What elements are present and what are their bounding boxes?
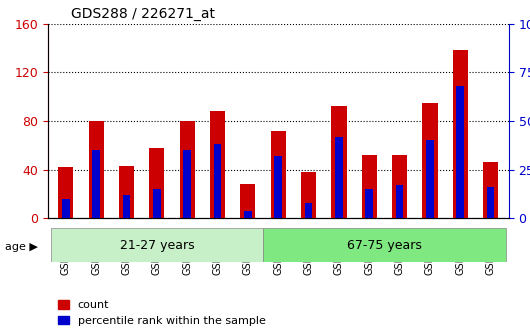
Bar — [426, 140, 434, 218]
Bar — [123, 195, 130, 218]
Bar — [214, 144, 222, 218]
Bar — [240, 184, 255, 218]
Bar — [483, 162, 498, 218]
Bar — [153, 189, 161, 218]
FancyBboxPatch shape — [51, 228, 263, 262]
Bar — [210, 111, 225, 218]
Bar — [149, 148, 164, 218]
Bar — [453, 50, 468, 218]
Bar — [335, 136, 343, 218]
Text: 67-75 years: 67-75 years — [347, 239, 422, 252]
Bar — [396, 185, 403, 218]
Bar — [62, 199, 69, 218]
Bar — [331, 106, 347, 218]
Bar — [180, 121, 195, 218]
Bar — [92, 150, 100, 218]
FancyBboxPatch shape — [263, 228, 506, 262]
Bar — [89, 121, 104, 218]
Bar — [183, 150, 191, 218]
Text: GDS288 / 226271_at: GDS288 / 226271_at — [70, 7, 215, 21]
Bar — [271, 131, 286, 218]
Text: age ▶: age ▶ — [5, 242, 38, 252]
Bar — [366, 189, 373, 218]
Text: 21-27 years: 21-27 years — [120, 239, 194, 252]
Bar — [422, 103, 437, 218]
Bar — [244, 211, 252, 218]
Bar — [301, 172, 316, 218]
Bar — [58, 167, 74, 218]
Bar — [456, 86, 464, 218]
Bar — [487, 187, 494, 218]
Bar — [119, 166, 134, 218]
Bar — [305, 203, 312, 218]
Bar — [392, 155, 407, 218]
Bar — [275, 156, 282, 218]
Bar — [361, 155, 377, 218]
Legend: count, percentile rank within the sample: count, percentile rank within the sample — [53, 296, 270, 330]
